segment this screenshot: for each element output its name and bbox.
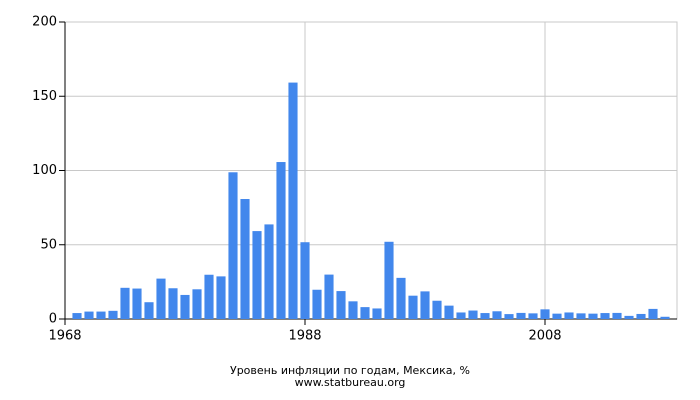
bar [312, 289, 322, 319]
bar [552, 313, 562, 319]
bar [612, 312, 622, 319]
bar [72, 313, 82, 319]
bar [264, 224, 274, 319]
bar [300, 242, 310, 319]
bar [384, 241, 394, 319]
bar [348, 301, 358, 319]
bar [120, 287, 130, 319]
bar [600, 313, 610, 319]
bar [276, 162, 286, 319]
bar [636, 313, 646, 319]
bar [480, 313, 490, 319]
bar [252, 231, 262, 319]
bar [132, 288, 142, 319]
y-tick-label: 100 [32, 163, 57, 178]
bar [156, 278, 166, 319]
bar [408, 295, 418, 319]
x-tick-label: 2008 [528, 329, 561, 344]
bar [240, 199, 250, 319]
y-tick-label: 0 [49, 312, 57, 327]
y-tick-label: 200 [32, 15, 57, 30]
bar [468, 310, 478, 319]
bar [144, 302, 154, 319]
bar [336, 291, 346, 319]
bar [432, 300, 442, 319]
bar [576, 313, 586, 319]
bar [216, 276, 226, 319]
x-tick-label: 1988 [288, 329, 321, 344]
bar [564, 312, 574, 319]
bar [288, 82, 298, 319]
bar [444, 305, 454, 319]
bar [108, 310, 118, 319]
bar [420, 291, 430, 319]
bar [228, 172, 238, 319]
bar [540, 309, 550, 319]
bar [168, 288, 178, 319]
bar [396, 277, 406, 319]
bar [528, 313, 538, 319]
bar [648, 308, 658, 319]
bar [372, 308, 382, 319]
bar [96, 311, 106, 319]
bar [492, 311, 502, 319]
y-tick-label: 50 [40, 237, 57, 252]
bar [192, 289, 202, 319]
x-tick-label: 1968 [48, 329, 81, 344]
bar [660, 316, 670, 319]
bar [516, 312, 526, 319]
bar [324, 274, 334, 319]
chart-subtitle: www.statbureau.org [295, 376, 406, 389]
y-tick-label: 150 [32, 89, 57, 104]
bar [360, 307, 370, 319]
bar [624, 315, 634, 319]
chart-title: Уровень инфляции по годам, Мексика, % [230, 364, 470, 377]
bar [180, 294, 190, 319]
bar [84, 311, 94, 319]
bar [456, 312, 466, 319]
bar [204, 274, 214, 319]
bar [588, 313, 598, 319]
bar [504, 314, 514, 319]
